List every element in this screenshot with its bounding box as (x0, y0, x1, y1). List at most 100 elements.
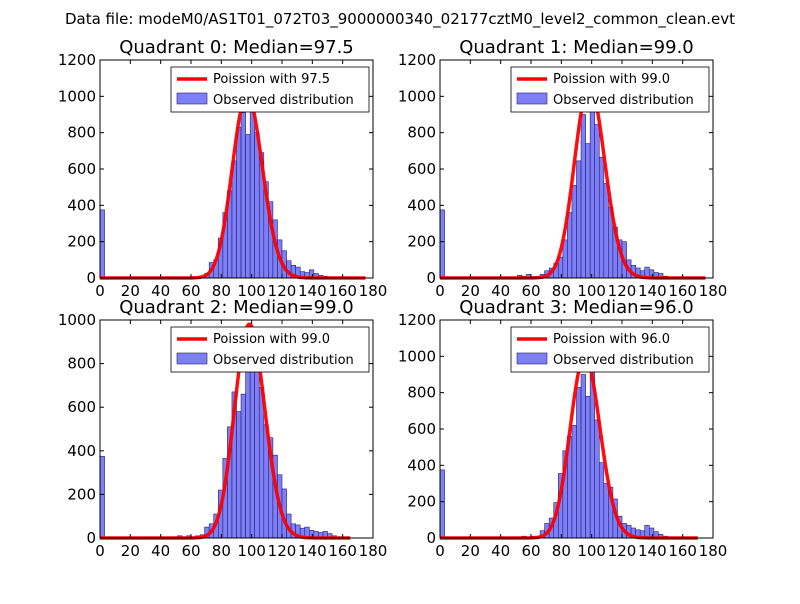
x-tick-label: 140 (638, 542, 667, 560)
histogram-bar (99, 209, 105, 279)
x-tick-label: 0 (435, 282, 445, 300)
x-tick-label: 140 (638, 282, 667, 300)
x-tick-label: 120 (608, 282, 637, 300)
y-tick-label: 800 (407, 384, 436, 402)
histogram-bar (580, 114, 586, 279)
histogram-bar (240, 393, 246, 539)
histogram-bar (594, 419, 600, 539)
legend-entry-fit: Poission with 99.0 (213, 332, 330, 347)
histogram-bar (240, 112, 246, 279)
histogram-bar (589, 96, 596, 279)
x-tick-label: 60 (181, 542, 200, 560)
y-tick-label: 200 (407, 233, 436, 251)
histogram-bar (258, 387, 265, 539)
x-tick-label: 100 (237, 282, 266, 300)
histogram-bar (576, 160, 582, 279)
histogram-bar (245, 134, 251, 279)
histogram-bar (254, 132, 260, 279)
x-tick-label: 160 (328, 282, 357, 300)
subplot-quadrant-3: 0 20 40 60 80 100 120 140 160 180 0 200 400 600 800 100… (398, 297, 728, 560)
y-tick-label: 1200 (398, 51, 436, 69)
axes-frame (99, 319, 374, 539)
y-tick-label: 400 (67, 196, 96, 214)
histogram-bar (236, 126, 242, 279)
y-tick-label: 0 (426, 269, 436, 287)
x-tick-label: 80 (552, 542, 571, 560)
legend-patch-swatch (516, 92, 548, 105)
y-tick-label: 1000 (398, 347, 436, 365)
legend-box (170, 326, 370, 373)
y-tick-label: 1000 (58, 87, 96, 105)
x-tick-label: 140 (298, 282, 327, 300)
legend-entry-fit: Poission with 97.5 (213, 72, 330, 87)
legend-patch-swatch (176, 352, 208, 365)
x-tick-label: 20 (121, 282, 140, 300)
histogram-bar (571, 425, 577, 539)
histogram-bar (598, 156, 605, 279)
y-tick-label: 1200 (58, 51, 96, 69)
x-tick-label: 0 (95, 282, 105, 300)
x-tick-label: 20 (461, 282, 480, 300)
legend: Poission with 99.0 Observed distribution (510, 66, 710, 113)
histogram-bar (254, 367, 260, 539)
legend-entry-observed: Observed distribution (213, 353, 354, 368)
subplot-title: Quadrant 1: Median=99.0 (459, 37, 694, 58)
x-tick-label: 60 (521, 282, 540, 300)
x-tick-label: 140 (298, 542, 327, 560)
y-tick-label: 400 (407, 196, 436, 214)
y-tick-label: 400 (407, 456, 436, 474)
y-tick-label: 0 (426, 529, 436, 547)
x-tick-label: 40 (491, 282, 510, 300)
y-tick-label: 600 (407, 420, 436, 438)
x-tick-label: 60 (521, 542, 540, 560)
y-tick-label: 200 (67, 485, 96, 503)
histogram-bar (249, 96, 255, 279)
x-tick-label: 100 (577, 542, 606, 560)
legend-box (510, 326, 710, 373)
y-tick-label: 400 (67, 442, 96, 460)
legend-entry-observed: Observed distribution (213, 93, 354, 108)
y-tick-label: 1000 (58, 311, 96, 329)
x-tick-label: 120 (608, 542, 637, 560)
legend-entry-fit: Poission with 96.0 (553, 332, 670, 347)
x-tick-label: 80 (552, 282, 571, 300)
histogram-bar (249, 358, 255, 539)
y-tick-label: 600 (407, 160, 436, 178)
legend-entry-fit: Poission with 99.0 (553, 72, 670, 87)
x-tick-label: 40 (151, 542, 170, 560)
x-tick-label: 160 (668, 542, 697, 560)
legend: Poission with 99.0 Observed distribution (170, 326, 370, 373)
y-tick-label: 600 (67, 160, 96, 178)
y-tick-label: 0 (86, 529, 96, 547)
histogram-bar (439, 469, 445, 539)
legend-entry-observed: Observed distribution (553, 353, 694, 368)
histogram-bar (571, 185, 577, 279)
x-tick-label: 20 (121, 542, 140, 560)
histogram-bar (598, 462, 605, 539)
legend-patch-swatch (516, 352, 548, 365)
histogram-bar (439, 209, 445, 279)
y-tick-label: 200 (407, 493, 436, 511)
x-tick-label: 180 (359, 282, 388, 300)
y-tick-label: 1200 (398, 311, 436, 329)
y-tick-label: 1000 (398, 87, 436, 105)
legend: Poission with 97.5 Observed distribution (170, 66, 370, 113)
x-tick-label: 180 (699, 282, 728, 300)
x-tick-label: 0 (95, 542, 105, 560)
y-tick-label: 600 (67, 398, 96, 416)
subplot-title: Quadrant 0: Median=97.5 (119, 37, 354, 58)
figure-suptitle: Data file: modeM0/AS1T01_072T03_90000003… (65, 10, 735, 29)
histogram-bar (603, 483, 609, 539)
histogram-bar (576, 386, 582, 539)
x-tick-label: 180 (699, 542, 728, 560)
y-tick-label: 0 (86, 269, 96, 287)
x-tick-label: 80 (212, 542, 231, 560)
histogram-bar (567, 212, 573, 279)
subplot-grid: 0 20 40 60 80 100 120 140 160 1800200400600800100… (58, 37, 728, 560)
x-tick-label: 100 (237, 542, 266, 560)
histogram-bar (580, 374, 586, 539)
legend-box (170, 66, 370, 113)
subplot-title: Quadrant 2: Median=99.0 (119, 297, 354, 318)
y-tick-label: 800 (407, 124, 436, 142)
